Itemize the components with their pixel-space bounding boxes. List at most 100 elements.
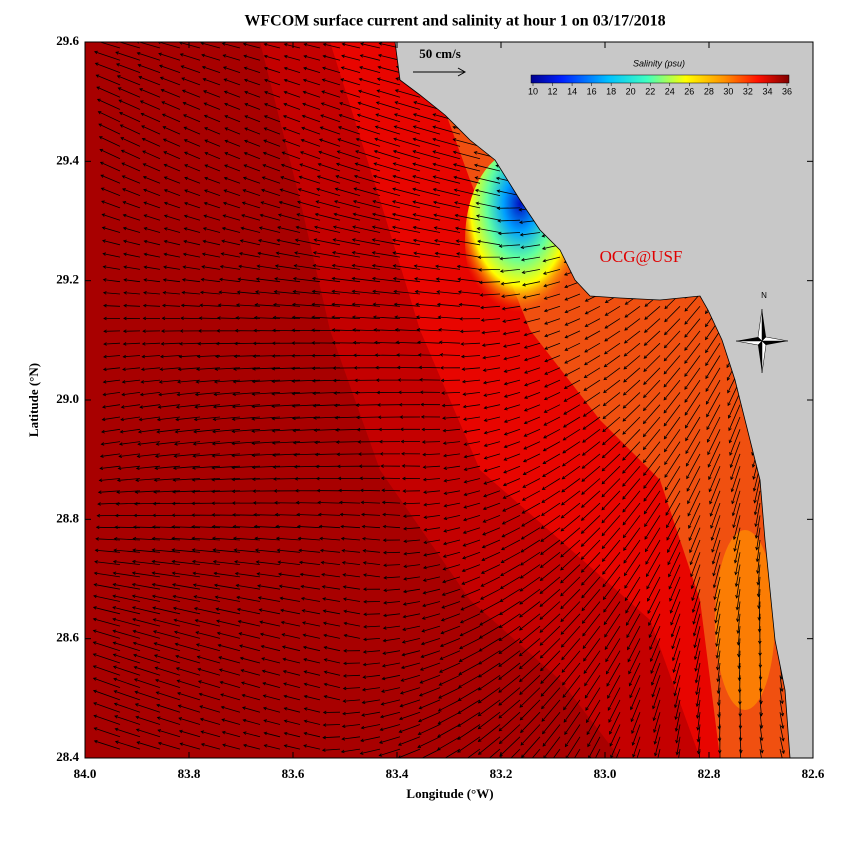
current-vector [737, 601, 741, 622]
current-vector [540, 564, 561, 581]
current-vector [252, 367, 281, 370]
current-vector [164, 202, 181, 209]
current-vector [103, 292, 121, 295]
current-vector [361, 501, 381, 504]
current-vector-head [163, 265, 167, 269]
current-vector-head [216, 329, 220, 333]
current-vector [152, 583, 181, 590]
colorbar-tick-label: 30 [723, 86, 733, 96]
current-vector-head [157, 741, 162, 746]
current-vector [403, 576, 421, 580]
current-vector-head [477, 738, 482, 743]
current-vector-head [481, 557, 486, 562]
current-vector-head [643, 498, 647, 502]
current-vector [135, 691, 161, 701]
current-vector [463, 515, 481, 521]
current-vector-head [120, 405, 125, 409]
current-vector-head [460, 354, 465, 359]
current-vector-head [341, 737, 346, 741]
current-vector-head [204, 164, 209, 168]
current-vector-head [291, 391, 296, 396]
current-vector-head [271, 416, 276, 421]
current-vector [240, 240, 261, 246]
current-vector-head [623, 340, 628, 344]
current-vector-head [273, 290, 278, 294]
current-vector-head [154, 466, 158, 470]
current-vector [313, 265, 341, 270]
current-vector [195, 404, 221, 408]
current-vector [253, 514, 281, 516]
current-vector [361, 724, 381, 729]
current-vector [695, 650, 701, 672]
current-vector [183, 114, 201, 123]
current-vector [402, 625, 421, 631]
current-vector [738, 650, 741, 669]
current-vector [756, 527, 761, 550]
current-vector [604, 355, 621, 368]
current-vector [380, 711, 401, 718]
current-vector [738, 662, 741, 681]
current-vector [675, 712, 681, 732]
current-vector [582, 625, 601, 649]
current-vector [343, 687, 361, 690]
current-vector [172, 490, 201, 493]
current-vector [650, 638, 661, 662]
current-vector [118, 87, 141, 98]
current-vector-head [478, 280, 483, 285]
current-vector-head [704, 310, 709, 315]
current-vector [586, 699, 601, 723]
current-vector-head [712, 584, 717, 589]
current-vector [177, 692, 201, 701]
current-vector-head [498, 702, 502, 706]
current-vector [646, 564, 661, 589]
current-vector-head [134, 703, 139, 707]
current-vector-head [462, 404, 467, 409]
current-vector [608, 699, 621, 723]
current-vector-head [139, 392, 144, 397]
current-vector-head [606, 682, 610, 687]
current-vector [192, 490, 221, 493]
current-vector-head [663, 396, 668, 401]
current-vector-head [607, 707, 612, 711]
current-vector-head [692, 620, 696, 625]
current-vector-head [581, 465, 586, 469]
current-vector-head [372, 199, 377, 204]
current-vector-head [317, 500, 321, 505]
current-vector-head [359, 488, 364, 493]
current-vector [219, 669, 241, 676]
current-vector-head [352, 225, 356, 229]
current-vector [314, 239, 341, 246]
current-vector [647, 576, 661, 602]
current-vector-head [353, 174, 358, 179]
current-vector-head [224, 115, 229, 119]
current-vector [337, 150, 361, 160]
current-vector [499, 601, 521, 615]
current-vector-head [520, 742, 525, 746]
current-vector-head [184, 164, 188, 168]
current-vector [544, 318, 561, 325]
current-vector-head [483, 393, 488, 397]
current-vector [420, 662, 441, 671]
current-vector-head [696, 726, 700, 731]
current-vector [161, 342, 181, 345]
current-vector-head [422, 590, 427, 595]
current-vector-head [399, 427, 404, 432]
current-vector [123, 355, 141, 358]
current-vector [758, 589, 761, 609]
current-vector-head [231, 441, 236, 446]
current-vector-head [182, 265, 187, 269]
current-vector-head [400, 678, 405, 682]
current-vector-head [477, 255, 482, 260]
current-vector-head [118, 99, 123, 103]
current-vector [338, 126, 361, 135]
current-vector-head [355, 137, 360, 142]
current-vector [705, 367, 721, 392]
current-vector [564, 293, 581, 301]
current-vector-head [333, 403, 338, 408]
current-vector [498, 219, 521, 222]
current-vector-head [258, 608, 263, 612]
current-vector-head [392, 187, 396, 191]
current-vector-head [151, 571, 156, 575]
current-vector-head [643, 485, 647, 489]
current-vector [466, 748, 481, 758]
